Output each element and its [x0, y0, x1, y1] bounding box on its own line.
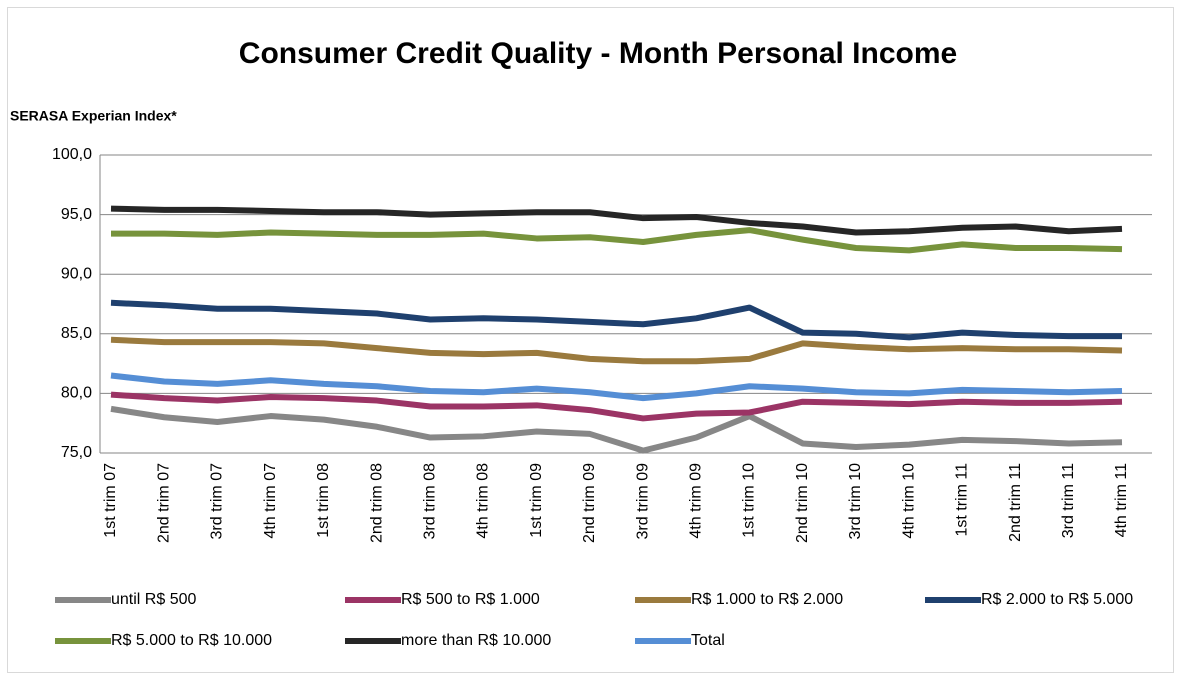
x-tick-label: 2nd trim 09 [581, 463, 598, 543]
x-tick-label: 4th trim 09 [688, 463, 705, 539]
x-tick-label: 3rd trim 11 [1060, 463, 1077, 538]
y-tick-label: 90,0 [61, 265, 92, 282]
series-line [110, 336, 1123, 365]
legend-label: R$ 500 to R$ 1.000 [401, 591, 540, 608]
x-tick-label: 4th trim 10 [900, 463, 917, 539]
x-tick-label: 1st trim 08 [315, 463, 332, 538]
series-line [110, 372, 1123, 402]
legend-label: R$ 1.000 to R$ 2.000 [691, 591, 843, 608]
y-tick-label: 95,0 [61, 206, 92, 223]
series-line [110, 391, 1123, 422]
y-tick-label: 75,0 [61, 444, 92, 461]
series-line [110, 205, 1123, 236]
x-tick-label: 1st trim 10 [741, 463, 758, 538]
x-tick-label: 2nd trim 10 [794, 463, 811, 543]
series-line [111, 227, 1123, 254]
x-tick-label: 1st trim 11 [954, 463, 971, 537]
series-line [110, 299, 1122, 341]
y-tick-label: 100,0 [52, 146, 92, 163]
x-tick-label: 4th trim 07 [262, 463, 279, 539]
x-tick-label: 2nd trim 08 [368, 463, 385, 543]
x-tick-label: 2nd trim 07 [155, 463, 172, 543]
x-tick-label: 3rd trim 08 [421, 463, 438, 540]
legend-label: until R$ 500 [111, 591, 196, 608]
x-tick-label: 2nd trim 11 [1007, 463, 1024, 542]
legend-label: R$ 5.000 to R$ 10.000 [111, 632, 272, 649]
series-line [110, 405, 1123, 454]
legend-label: Total [691, 632, 725, 649]
x-tick-label: 1st trim 09 [528, 463, 545, 538]
legend-label: R$ 2.000 to R$ 5.000 [981, 591, 1133, 608]
x-tick-label: 3rd trim 09 [634, 463, 651, 540]
x-tick-label: 4th trim 08 [475, 463, 492, 539]
x-tick-label: 4th trim 11 [1113, 463, 1130, 538]
x-tick-label: 3rd trim 07 [209, 463, 226, 540]
x-tick-label: 1st trim 07 [102, 463, 119, 538]
subtitle: SERASA Experian Index* [10, 108, 177, 124]
x-tick-label: 3rd trim 10 [847, 463, 864, 540]
y-tick-label: 80,0 [61, 385, 92, 402]
y-tick-label: 85,0 [61, 325, 92, 342]
chart-title: Consumer Credit Quality - Month Personal… [239, 37, 957, 70]
legend-label: more than R$ 10.000 [401, 632, 551, 649]
